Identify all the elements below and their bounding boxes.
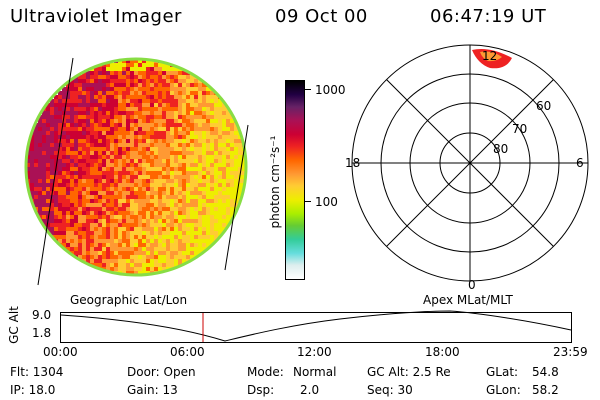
status-seq: Seq: 30 [367,383,413,397]
colorbar-tick-label-100: 100 [315,195,338,209]
earth-disk-image [24,57,249,286]
timeline-y-axis-label: GC Alt [7,306,21,344]
timeline-x-tick-1800: 18:00 [425,345,460,359]
polar-label-6: 6 [576,156,584,170]
status-ip: IP: 18.0 [10,383,56,397]
status-door: Door: Open [127,365,196,379]
polar-plot: 12 18 6 0 60 70 80 [345,44,589,292]
colorbar-gradient [285,80,305,280]
timeline-y-tick-9: 9.0 [32,308,52,322]
colorbar-unit-label: photon cm⁻²s⁻¹ [268,135,282,229]
altitude-curve [60,310,572,342]
polar-label-0: 0 [468,278,476,292]
timeline-x-tick-2359: 23:59 [553,345,588,359]
polar-lat-label-60: 60 [536,99,551,113]
disk-limb [24,57,248,277]
left-meridian-line [37,57,74,286]
timeline-right-title: Apex MLat/MLT [423,293,513,307]
right-meridian-line [224,124,249,271]
status-flt: Flt: 1304 [10,365,64,379]
polar-lat-label-80: 80 [493,142,508,156]
status-glat-value: 54.8 [532,365,559,379]
status-mode-value: Normal [293,365,337,379]
colorbar-tick-label-1000: 1000 [315,83,346,97]
status-dsp-label: Dsp: [247,383,275,397]
status-glon-label: GLon: [486,383,521,397]
status-glat-label: GLat: [486,365,519,379]
timeline-x-tick-1200: 12:00 [297,345,332,359]
timeline-x-tick-0000: 00:00 [43,345,78,359]
auroral-patch-core [480,51,502,62]
polar-lat-label-70: 70 [512,122,527,136]
status-dsp-value: 2.0 [300,383,320,397]
instrument-title: Ultraviolet Imager [10,6,182,27]
status-glon-value: 58.2 [532,383,559,397]
status-gain: Gain: 13 [127,383,178,397]
time-label: 06:47:19 UT [430,6,547,27]
colorbar-tick-major-100 [305,201,311,202]
timeline-x-tick-0600: 06:00 [170,345,205,359]
polar-diagonal-2 [386,79,554,247]
timeline-y-tick-1-8: 1.8 [32,326,52,340]
polar-label-12: 12 [482,49,497,63]
status-mode-label: Mode: [247,365,284,379]
colorbar [285,80,305,280]
timeline-left-title: Geographic Lat/Lon [70,293,188,307]
timeline-frame [60,312,572,343]
polar-label-18: 18 [345,156,360,170]
colorbar-tick-major-1000 [305,89,311,90]
status-gcalt: GC Alt: 2.5 Re [367,365,451,379]
timeline-plot [60,310,572,343]
date-label: 09 Oct 00 [275,6,368,27]
